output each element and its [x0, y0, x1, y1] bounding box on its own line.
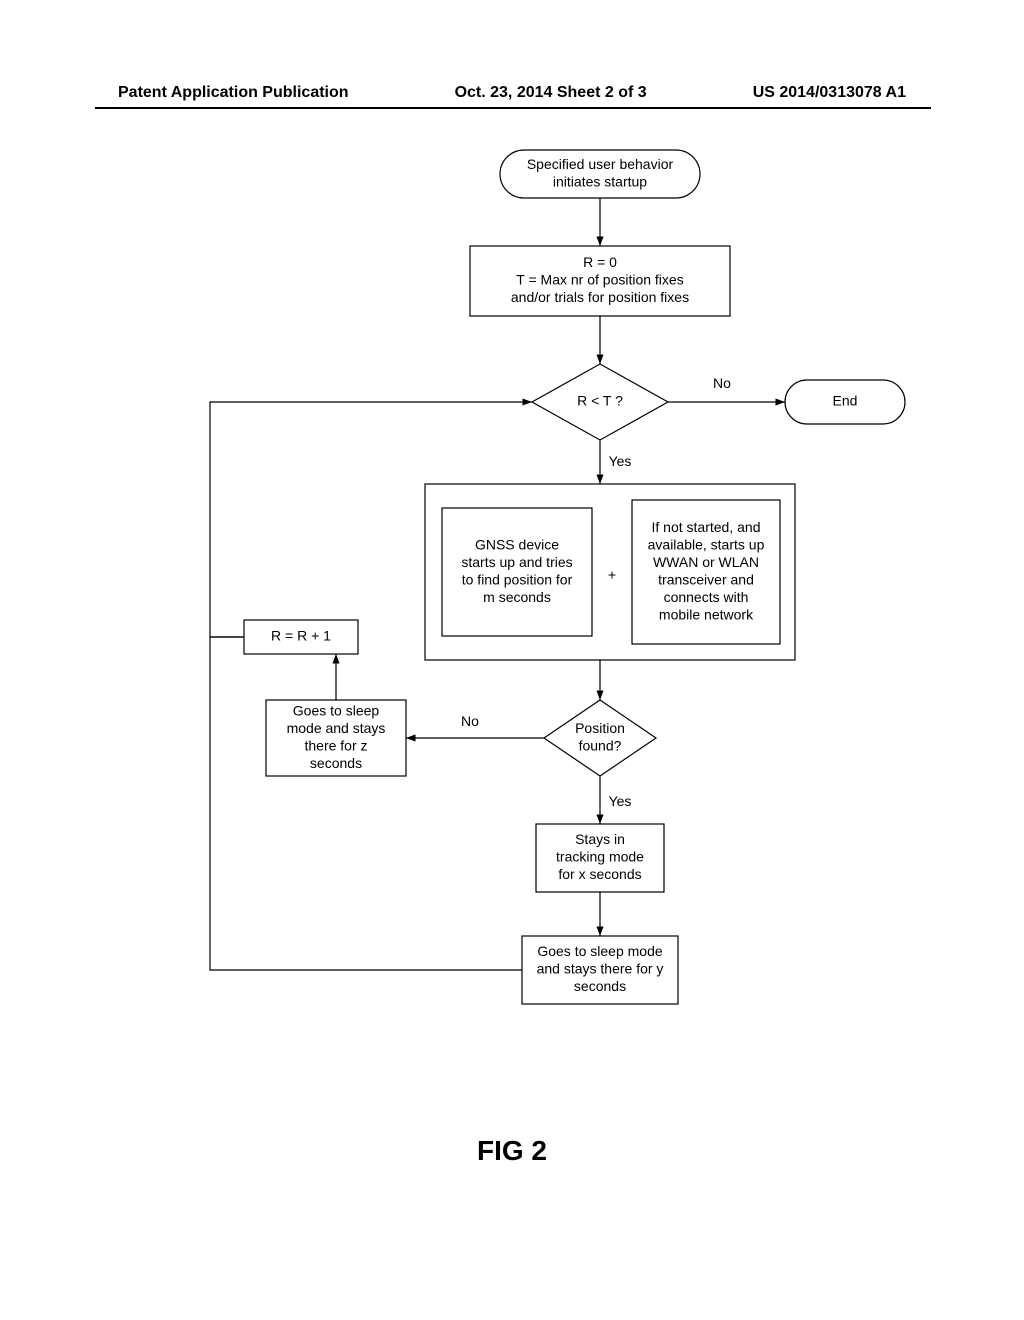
svg-text:Position: Position [575, 720, 625, 736]
svg-text:initiates startup: initiates startup [553, 173, 647, 189]
node-par_left: GNSS device starts up and triesto find po… [442, 508, 592, 636]
header-rule [95, 107, 931, 109]
svg-text:seconds: seconds [574, 978, 626, 994]
svg-text:Goes to sleep: Goes to sleep [293, 702, 380, 718]
node-end: End [785, 380, 905, 424]
svg-text:Goes to sleep mode: Goes to sleep mode [537, 943, 663, 959]
svg-text:R = 0: R = 0 [583, 254, 617, 270]
svg-text:starts up and tries: starts up and tries [461, 554, 572, 570]
page: Patent Application Publication Oct. 23, … [0, 0, 1024, 1320]
node-start: Specified user behaviorinitiates startup [500, 150, 700, 198]
edge-label-dec1-yes: Yes [609, 453, 632, 469]
node-init: R = 0 T = Max nr of position fixesand/or … [470, 246, 730, 316]
svg-text:+: + [608, 567, 616, 583]
svg-text:there for z: there for z [304, 737, 367, 753]
flowchart-svg: Specified user behaviorinitiates startup… [90, 130, 940, 1090]
svg-text:mobile network: mobile network [659, 606, 754, 622]
svg-text:connects with: connects with [664, 589, 749, 605]
node-incr: R = R + 1 [244, 620, 358, 654]
figure-label: FIG 2 [0, 1135, 1024, 1167]
svg-text:found?: found? [579, 737, 622, 753]
node-par_right: If not started, andavailable, starts up W… [632, 500, 780, 644]
svg-text:seconds: seconds [310, 755, 362, 771]
svg-text:to find position for: to find position for [462, 571, 573, 587]
node-dec1: R < T ? [532, 364, 668, 440]
svg-text:mode and stays: mode and stays [287, 720, 386, 736]
edge-label-dec2-no: No [461, 713, 479, 729]
edge-sleep_y-loop [210, 637, 522, 970]
header-right: US 2014/0313078 A1 [753, 84, 906, 102]
svg-text:WWAN or WLAN: WWAN or WLAN [653, 554, 759, 570]
svg-text:for x seconds: for x seconds [558, 866, 641, 882]
svg-text:available, starts up: available, starts up [648, 536, 765, 552]
node-sleep_z: Goes to sleep mode and staysthere for z se… [266, 700, 406, 776]
svg-text:tracking mode: tracking mode [556, 849, 644, 865]
node-track: Stays in tracking modefor x seconds [536, 824, 664, 892]
node-sleep_y: Goes to sleep mode and stays there for ys… [522, 936, 678, 1004]
svg-text:Stays in: Stays in [575, 831, 625, 847]
flowchart: Specified user behaviorinitiates startup… [90, 130, 940, 1095]
svg-text:T = Max nr of position fixes: T = Max nr of position fixes [516, 272, 683, 288]
node-dec2: Positionfound? [544, 700, 656, 776]
svg-text:and stays there for y: and stays there for y [537, 961, 664, 977]
svg-text:R < T ?: R < T ? [577, 393, 623, 409]
edge-label-dec1-no: No [713, 375, 731, 391]
svg-text:GNSS device: GNSS device [475, 536, 559, 552]
svg-text:and/or trials for position fix: and/or trials for position fixes [511, 289, 689, 305]
svg-text:transceiver and: transceiver and [658, 571, 754, 587]
svg-text:Specified user behavior: Specified user behavior [527, 156, 674, 172]
node-par_plus: + [608, 567, 616, 583]
svg-text:If not started, and: If not started, and [652, 519, 761, 535]
page-header: Patent Application Publication Oct. 23, … [0, 84, 1024, 102]
svg-text:m seconds: m seconds [483, 589, 551, 605]
edge-label-dec2-yes: Yes [609, 793, 632, 809]
header-left: Patent Application Publication [118, 84, 349, 102]
svg-text:R = R + 1: R = R + 1 [271, 628, 331, 644]
header-center: Oct. 23, 2014 Sheet 2 of 3 [455, 84, 647, 102]
svg-text:End: End [833, 393, 858, 409]
